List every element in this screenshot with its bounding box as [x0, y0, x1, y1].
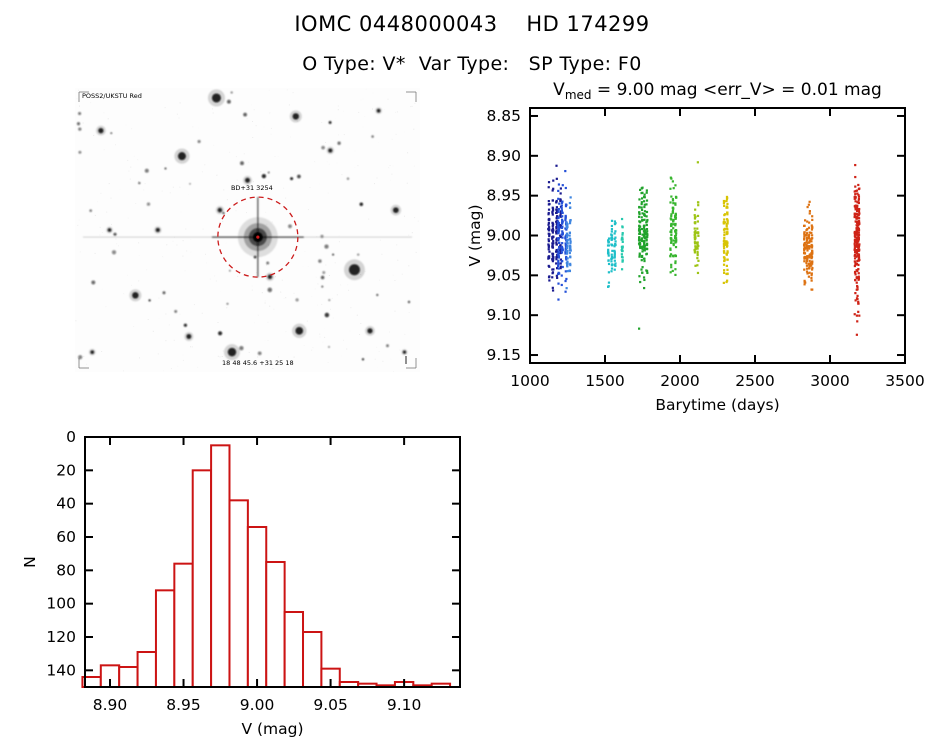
svg-text:8.90: 8.90 [486, 147, 521, 165]
svg-text:8.95: 8.95 [166, 696, 201, 714]
svg-text:140: 140 [46, 661, 76, 679]
svg-text:8.95: 8.95 [486, 187, 521, 205]
svg-text:9.05: 9.05 [313, 696, 348, 714]
svg-text:80: 80 [56, 561, 76, 579]
svg-text:V (mag): V (mag) [241, 720, 303, 738]
svg-text:18 48 45.6 +31 25 18: 18 48 45.6 +31 25 18 [222, 359, 294, 367]
svg-text:9.05: 9.05 [486, 266, 521, 284]
star-field-finder-image: POSS2/UKSTU Red BD+31 3254 18 48 45.6 +31 … [75, 88, 420, 372]
svg-text:20: 20 [56, 461, 76, 479]
svg-text:120: 120 [46, 628, 76, 646]
svg-text:9.00: 9.00 [486, 227, 521, 245]
svg-text:9.15: 9.15 [486, 346, 521, 364]
svg-text:1000: 1000 [510, 372, 549, 390]
svg-text:9.10: 9.10 [486, 306, 521, 324]
svg-text:3000: 3000 [810, 372, 849, 390]
svg-text:8.85: 8.85 [486, 107, 521, 125]
svg-text:1500: 1500 [585, 372, 624, 390]
svg-text:40: 40 [56, 495, 76, 513]
lightcurve-plot: 1000 1500 2000 2500 3000 3500 8.85 8.90 8.95 9.00… [466, 80, 925, 414]
svg-text:2500: 2500 [735, 372, 774, 390]
svg-text:Barytime (days): Barytime (days) [655, 396, 779, 414]
svg-text:60: 60 [56, 528, 76, 546]
svg-text:3500: 3500 [885, 372, 924, 390]
svg-text:2000: 2000 [660, 372, 699, 390]
svg-text:9.10: 9.10 [387, 696, 422, 714]
svg-text:0: 0 [66, 428, 76, 446]
svg-text:8.90: 8.90 [93, 696, 128, 714]
svg-text:100: 100 [46, 595, 76, 613]
svg-text:9.00: 9.00 [240, 696, 275, 714]
magnitude-histogram-plot: 8.90 8.95 9.00 9.05 9.10 0 20 40 60 80 100 120 140 V … [21, 428, 461, 738]
svg-text:BD+31 3254: BD+31 3254 [231, 184, 273, 192]
svg-text:POSS2/UKSTU Red: POSS2/UKSTU Red [82, 92, 142, 100]
svg-text:Vmed = 9.00 mag <err_V> = 0.01: Vmed = 9.00 mag <err_V> = 0.01 mag [553, 80, 882, 102]
svg-text:N: N [21, 556, 39, 568]
page-subtitle: O Type: V* Var Type: SP Type: F0 [302, 53, 642, 75]
page-title: IOMC 0448000043 HD 174299 [294, 12, 650, 36]
svg-text:V (mag): V (mag) [466, 204, 484, 266]
